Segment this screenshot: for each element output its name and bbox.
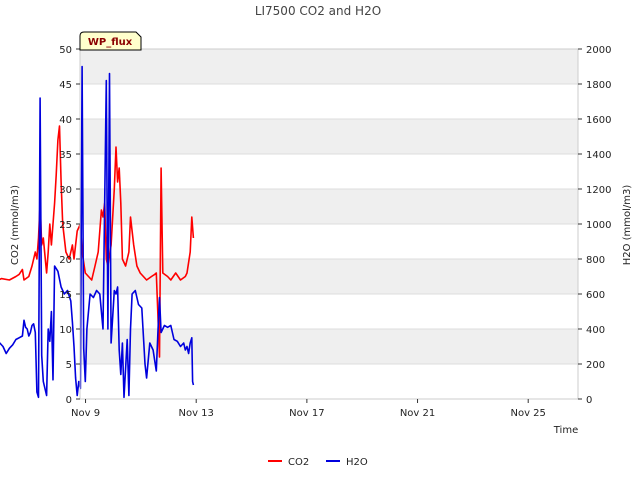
tick-label-right-0: 0 (586, 395, 592, 406)
tick-label-x-3: Nov 21 (400, 408, 435, 419)
y-axis-label-right: H2O (mmol/m3) (622, 185, 633, 266)
tick-label-x-2: Nov 17 (289, 408, 324, 419)
tick-label-left-10: 10 (59, 325, 72, 336)
y-axis-label-left: CO2 (mmol/m3) (10, 185, 21, 265)
tick-label-left-35: 35 (59, 150, 72, 161)
tick-label-left-20: 20 (59, 255, 72, 266)
badge-label: WP_flux (88, 37, 133, 48)
band-1 (80, 329, 578, 364)
tick-label-right-1600: 1600 (586, 115, 611, 126)
tick-label-right-1400: 1400 (586, 150, 611, 161)
tick-label-left-50: 50 (59, 45, 72, 56)
legend: CO2 H2O (268, 457, 368, 468)
tick-label-left-15: 15 (59, 290, 72, 301)
legend-label-h2o: H2O (346, 457, 368, 468)
tick-label-right-600: 600 (586, 290, 605, 301)
x-axis-label: Time (553, 425, 578, 436)
tick-label-right-1000: 1000 (586, 220, 611, 231)
band-9 (80, 49, 578, 84)
axes: 0 5 10 15 20 25 30 35 40 45 50 0 200 400 600 800 1000 120… (59, 45, 611, 419)
legend-label-co2: CO2 (288, 457, 309, 468)
tick-label-left-25: 25 (59, 220, 72, 231)
tick-label-right-1200: 1200 (586, 185, 611, 196)
band-7 (80, 119, 578, 154)
wp-flux-badge: WP_flux (79, 31, 142, 51)
tick-label-x-1: Nov 13 (178, 408, 213, 419)
series-line-h2o (0, 65, 195, 399)
chart-texts: LI7500 CO2 and H2O Time CO2 (mmol/m3) H2… (10, 4, 633, 436)
tick-label-left-30: 30 (59, 185, 72, 196)
tick-label-left-0: 0 (66, 395, 72, 406)
tick-label-right-1800: 1800 (586, 80, 611, 91)
tick-label-left-5: 5 (66, 360, 72, 371)
chart-title: LI7500 CO2 and H2O (255, 4, 381, 18)
series-line-co2 (0, 125, 195, 358)
tick-label-right-400: 400 (586, 325, 605, 336)
tick-label-x-0: Nov 9 (71, 408, 100, 419)
tick-label-right-200: 200 (586, 360, 605, 371)
band-3 (80, 259, 578, 294)
tick-label-right-2000: 2000 (586, 45, 611, 56)
badge-box (79, 31, 142, 51)
tick-label-right-800: 800 (586, 255, 605, 266)
band-5 (80, 189, 578, 224)
tick-label-left-45: 45 (59, 80, 72, 91)
tick-label-left-40: 40 (59, 115, 72, 126)
tick-label-x-4: Nov 25 (510, 408, 545, 419)
series-lines (0, 65, 195, 399)
